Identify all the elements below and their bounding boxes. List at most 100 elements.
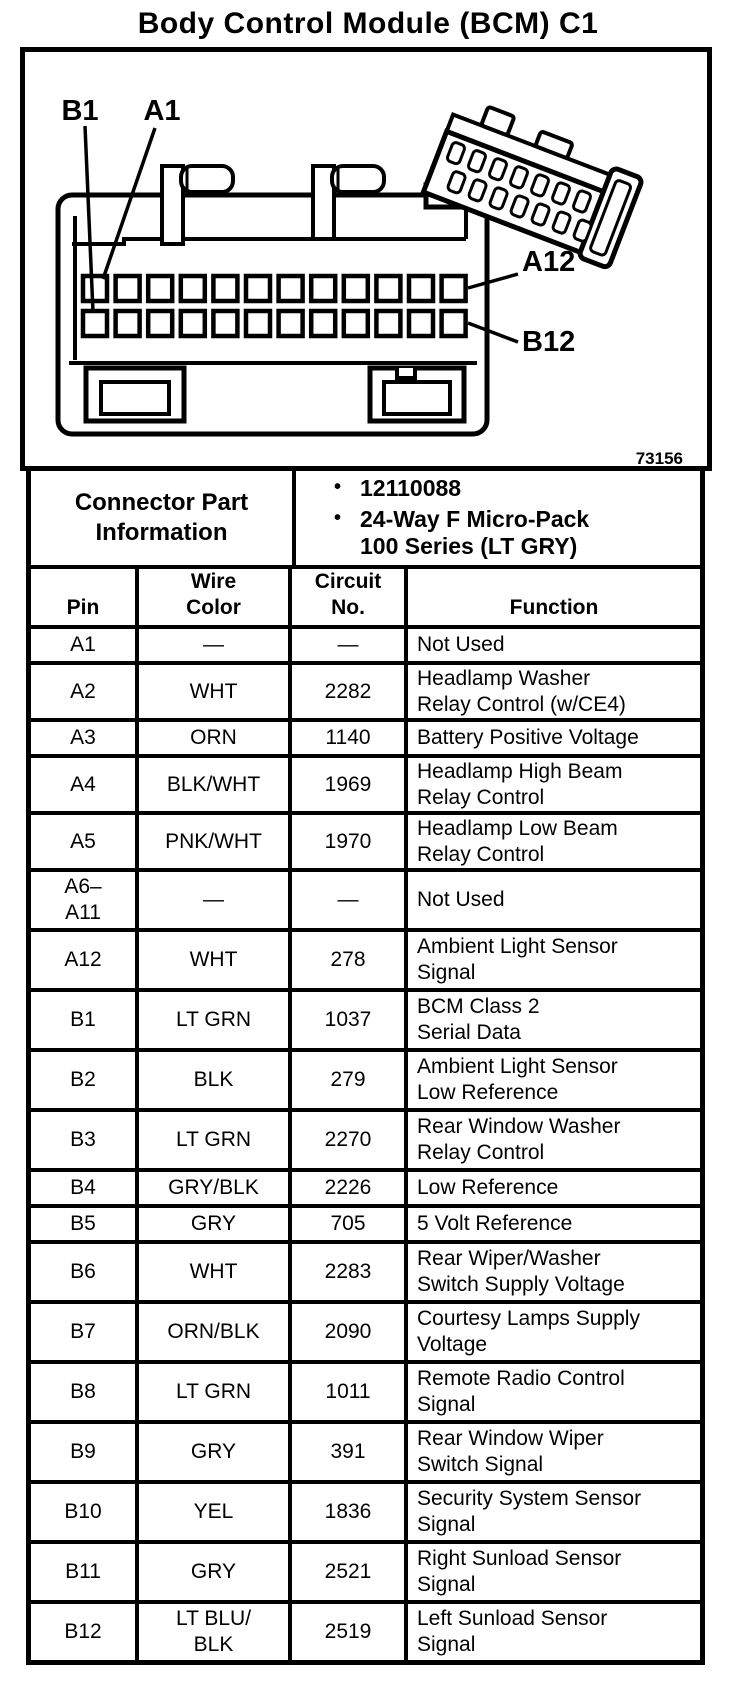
wire-color-cell: BLK xyxy=(135,1052,288,1108)
pin-cell: A5 xyxy=(70,829,96,853)
column-header-wire-color: Wire Color xyxy=(135,569,288,627)
connector-3d-holes xyxy=(445,141,593,243)
wire-color-cell: BLK/WHT xyxy=(135,758,288,811)
connector-diagram: B1 A1 A12 B12 73156 xyxy=(20,47,712,471)
bullet-icon: • xyxy=(334,506,342,529)
circuit-no-cell: 1011 xyxy=(288,1364,404,1420)
function-cell: Battery Positive Voltage xyxy=(404,722,700,754)
wire-color-cell: YEL xyxy=(135,1484,288,1540)
function-cell: Courtesy Lamps Supply Voltage xyxy=(404,1304,700,1360)
table-row: A2 WHT 2282 Headlamp Washer Relay Contro… xyxy=(31,661,700,718)
part-info-row: Connector Part Information • 12110088 • … xyxy=(31,471,700,565)
circuit-no-cell: — xyxy=(288,872,404,928)
table-row: B5 GRY 705 5 Volt Reference xyxy=(31,1204,700,1240)
wire-color-cell: LT GRN xyxy=(135,992,288,1048)
table-row: B10 YEL 1836 Security System Sensor Sign… xyxy=(31,1480,700,1540)
pin-cell: B10 xyxy=(64,1500,102,1524)
wire-color-cell: ORN xyxy=(135,722,288,754)
label-a1: A1 xyxy=(143,95,180,127)
wire-color-cell: ORN/BLK xyxy=(135,1304,288,1360)
figure-number: 73156 xyxy=(636,449,683,466)
circuit-no-cell: — xyxy=(288,629,404,661)
table-row: A5 PNK/WHT 1970 Headlamp Low Beam Relay … xyxy=(31,811,700,868)
pin-cell: A1 xyxy=(70,633,96,657)
label-a12: A12 xyxy=(522,246,575,278)
circuit-no-cell: 2283 xyxy=(288,1244,404,1300)
wire-color-cell: — xyxy=(135,629,288,661)
pin-cell: A4 xyxy=(70,772,96,796)
pin-cell: B12 xyxy=(64,1620,102,1644)
bottom-foot-left xyxy=(83,365,187,424)
table-row: A1 — — Not Used xyxy=(31,625,700,661)
table-row: B11 GRY 2521 Right Sunload Sensor Signal xyxy=(31,1540,700,1600)
wire-color-cell: GRY xyxy=(135,1208,288,1240)
mounting-tab-right xyxy=(311,164,386,241)
leader-line-b12 xyxy=(467,321,519,344)
function-cell: Rear Window Wiper Switch Signal xyxy=(404,1424,700,1480)
table-row: B7 ORN/BLK 2090 Courtesy Lamps Supply Vo… xyxy=(31,1300,700,1360)
page-title: Body Control Module (BCM) C1 xyxy=(137,7,599,40)
table-row: B6 WHT 2283 Rear Wiper/Washer Switch Sup… xyxy=(31,1240,700,1300)
wire-color-cell: WHT xyxy=(135,932,288,988)
circuit-no-cell: 2519 xyxy=(288,1604,404,1660)
pin-cell: B5 xyxy=(70,1212,96,1236)
circuit-no-cell: 2521 xyxy=(288,1544,404,1600)
part-number: 12110088 xyxy=(360,475,462,502)
connector-3d-view xyxy=(420,105,644,270)
connector-type-item: • 24-Way F Micro-Pack 100 Series (LT GRY… xyxy=(334,506,700,561)
pin-cell: A3 xyxy=(70,726,96,750)
function-cell: Right Sunload Sensor Signal xyxy=(404,1544,700,1600)
leader-line-a1 xyxy=(101,127,157,280)
table-row: B2 BLK 279 Ambient Light Sensor Low Refe… xyxy=(31,1048,700,1108)
pin-cell: A12 xyxy=(64,948,102,972)
table-header-row: Pin Wire Color Circuit No. Function xyxy=(31,565,700,627)
pin-cell: B7 xyxy=(70,1320,96,1344)
table-row: B8 LT GRN 1011 Remote Radio Control Sign… xyxy=(31,1360,700,1420)
part-info-header: Connector Part Information xyxy=(74,489,249,546)
document: B1 A1 A12 B12 73156 Connector Part Infor… xyxy=(20,47,712,1665)
wire-color-cell: GRY/BLK xyxy=(135,1172,288,1204)
function-cell: BCM Class 2 Serial Data xyxy=(404,992,700,1048)
function-cell: Not Used xyxy=(404,629,700,661)
circuit-no-cell: 1140 xyxy=(288,722,404,754)
wire-color-cell: LT GRN xyxy=(135,1364,288,1420)
wire-color-cell: WHT xyxy=(135,665,288,718)
label-b12: B12 xyxy=(522,326,575,358)
circuit-no-cell: 2282 xyxy=(288,665,404,718)
table-row: B1 LT GRN 1037 BCM Class 2 Serial Data xyxy=(31,988,700,1048)
circuit-no-cell: 279 xyxy=(288,1052,404,1108)
pin-cell: B8 xyxy=(70,1380,96,1404)
mounting-tab-left xyxy=(160,164,235,246)
circuit-no-cell: 705 xyxy=(288,1208,404,1240)
function-cell: Security System Sensor Signal xyxy=(404,1484,700,1540)
table-row: A12 WHT 278 Ambient Light Sensor Signal xyxy=(31,928,700,988)
pin-cell: B4 xyxy=(70,1176,96,1200)
circuit-no-cell: 1836 xyxy=(288,1484,404,1540)
circuit-no-cell: 2270 xyxy=(288,1112,404,1168)
circuit-no-cell: 1970 xyxy=(288,815,404,868)
function-cell: Headlamp Washer Relay Control (w/CE4) xyxy=(404,665,700,718)
circuit-no-cell: 1037 xyxy=(288,992,404,1048)
pin-grid xyxy=(80,273,468,339)
connector-diagram-svg: B1 A1 A12 B12 73156 xyxy=(55,95,683,466)
column-header-pin: Pin xyxy=(66,595,100,619)
wire-color-cell: LT BLU/ BLK xyxy=(135,1604,288,1660)
part-info-details: • 12110088 • 24-Way F Micro-Pack 100 Ser… xyxy=(292,471,700,565)
bullet-icon: • xyxy=(334,476,342,499)
table-row: B3 LT GRN 2270 Rear Window Washer Relay … xyxy=(31,1108,700,1168)
table-row: B4 GRY/BLK 2226 Low Reference xyxy=(31,1168,700,1204)
wire-color-cell: PNK/WHT xyxy=(135,815,288,868)
latch-tab-2 xyxy=(534,130,574,160)
pin-cell: B3 xyxy=(70,1128,96,1152)
function-cell: Headlamp High Beam Relay Control xyxy=(404,758,700,811)
wire-color-cell: GRY xyxy=(135,1544,288,1600)
pin-cell: B11 xyxy=(65,1560,101,1584)
circuit-no-cell: 2090 xyxy=(288,1304,404,1360)
function-cell: Remote Radio Control Signal xyxy=(404,1364,700,1420)
pinout-table: Connector Part Information • 12110088 • … xyxy=(26,466,705,1665)
function-cell: 5 Volt Reference xyxy=(404,1208,700,1240)
pin-cell: B6 xyxy=(70,1260,96,1284)
table-row: A3 ORN 1140 Battery Positive Voltage xyxy=(31,718,700,754)
function-cell: Ambient Light Sensor Signal xyxy=(404,932,700,988)
